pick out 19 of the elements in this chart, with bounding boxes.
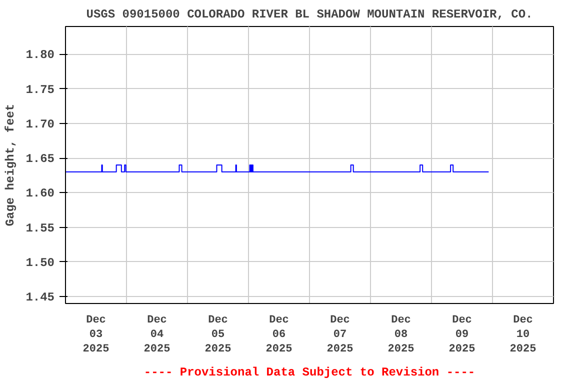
y-tick-label: 1.55 xyxy=(26,221,55,236)
y-tick-label: 1.75 xyxy=(26,82,55,97)
x-tick-label: Dec 07 2025 xyxy=(326,314,354,356)
y-tick-label: 1.70 xyxy=(26,117,55,132)
chart-title: USGS 09015000 COLORADO RIVER BL SHADOW MOUNTAIN RESERVOIR, CO. xyxy=(86,8,533,22)
x-tick-label: Dec 06 2025 xyxy=(266,314,293,356)
x-tick-label: Dec 10 2025 xyxy=(510,314,537,356)
y-tick-label: 1.80 xyxy=(26,48,55,62)
y-tick-label: 1.45 xyxy=(26,290,55,305)
x-tick-label: Dec 03 2025 xyxy=(82,314,110,356)
x-tick-label: Dec 09 2025 xyxy=(448,314,476,356)
y-tick-label: 1.65 xyxy=(26,152,55,166)
y-tick-label: 1.60 xyxy=(26,186,55,201)
x-tick-label: Dec 05 2025 xyxy=(204,314,232,356)
x-tick-label: Dec 08 2025 xyxy=(388,314,415,356)
x-tick-label: Dec 04 2025 xyxy=(144,314,171,356)
text: ---- Provisional Data Subject to Revision ---- xyxy=(144,366,476,380)
y-tick-label: 1.50 xyxy=(26,256,55,270)
y-axis-title: Gage height, feet xyxy=(4,104,18,226)
